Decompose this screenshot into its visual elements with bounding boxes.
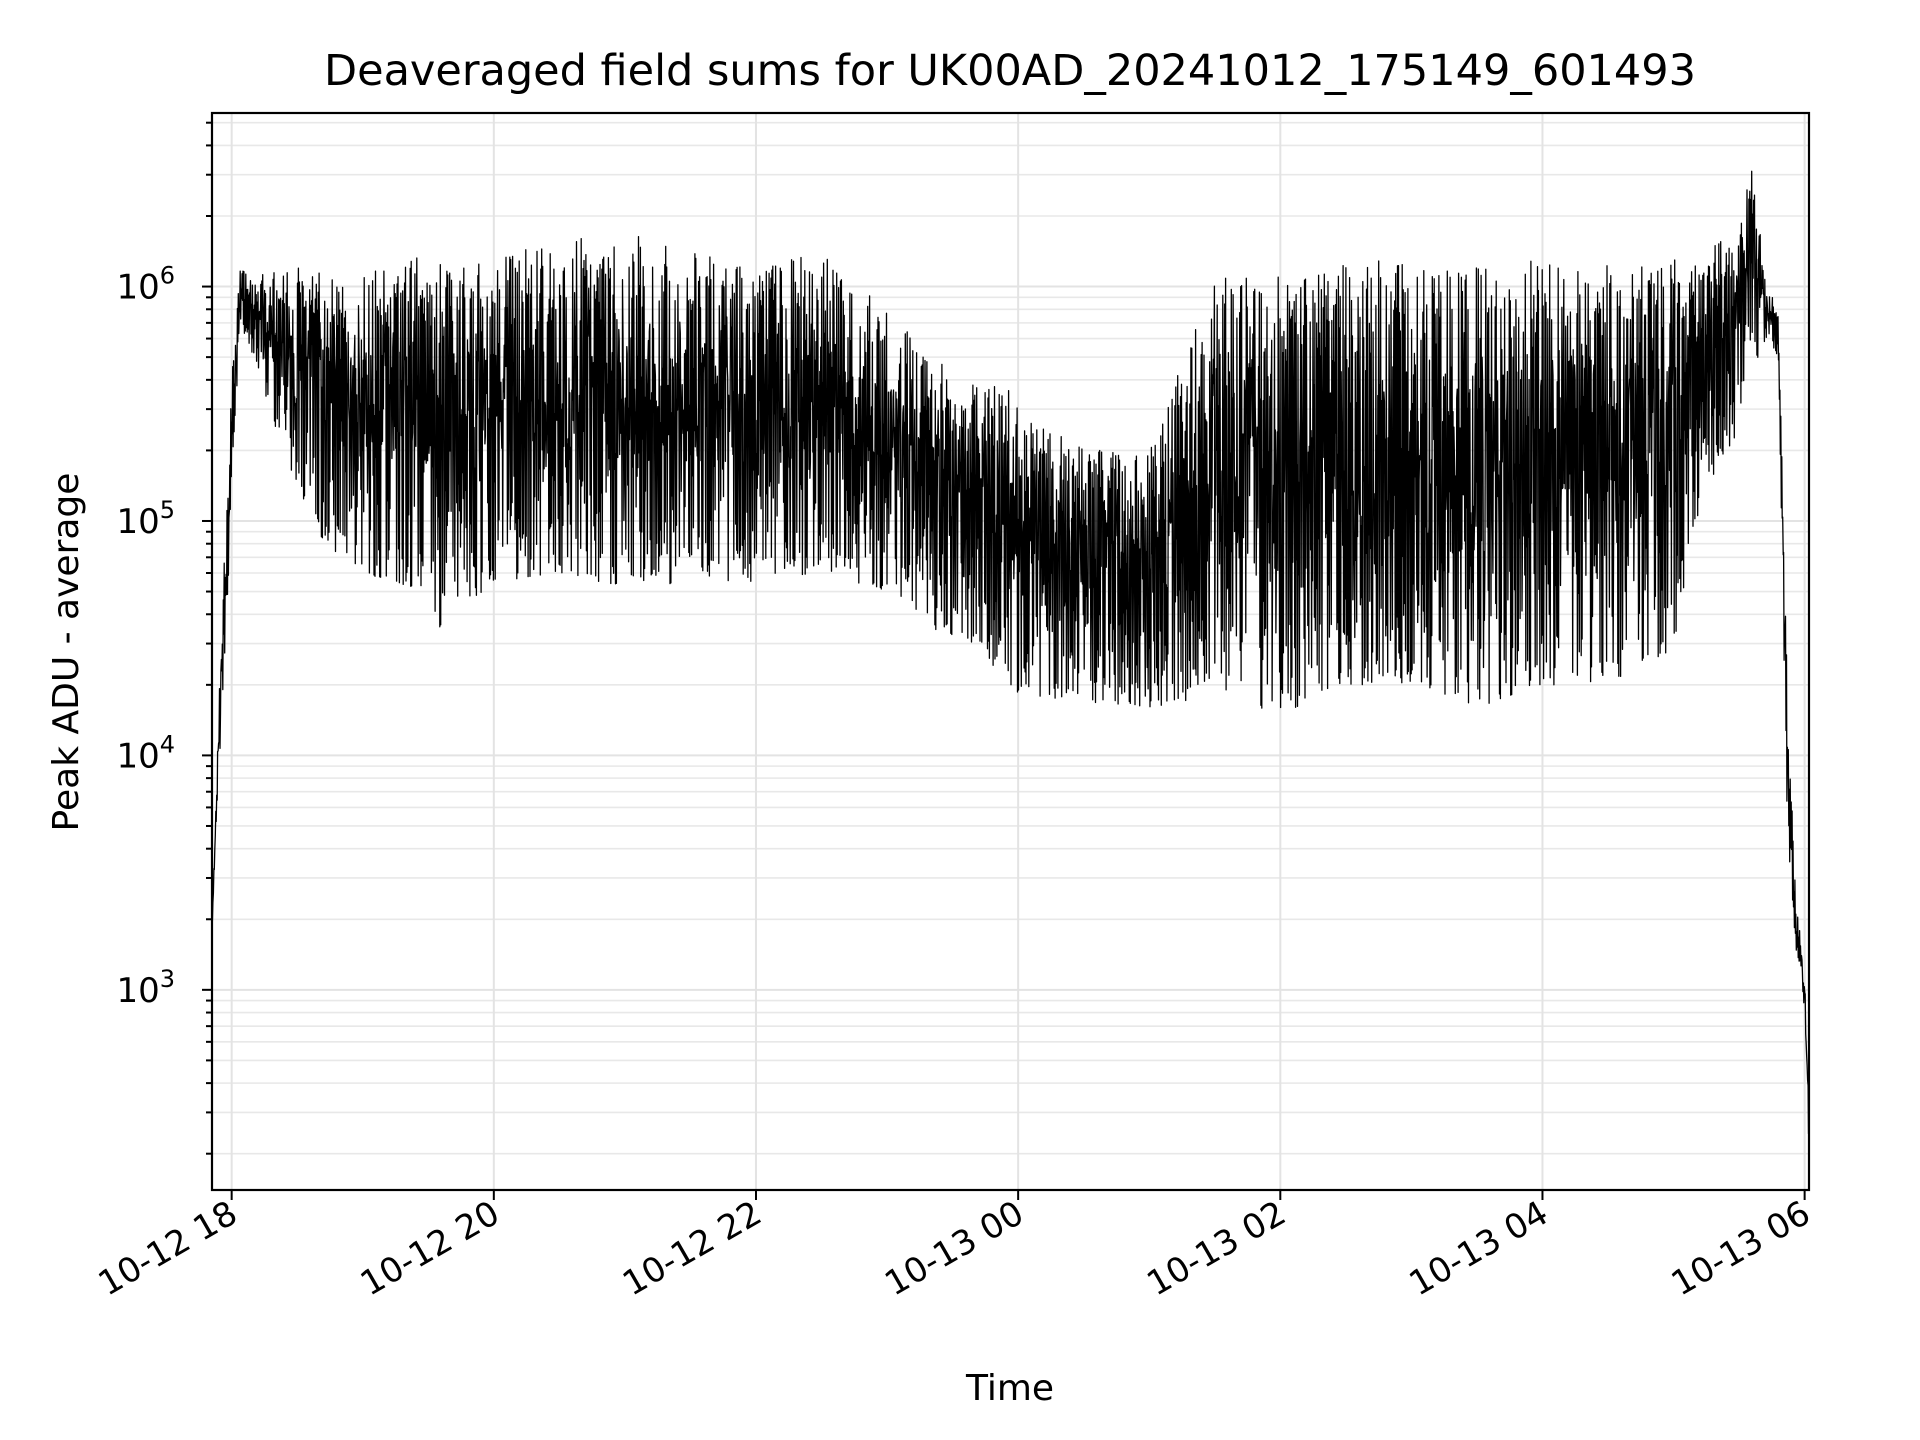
y-axis-label: Peak ADU - average	[46, 473, 87, 832]
y-tick-label: 105	[116, 496, 175, 542]
plot-frame	[210, 111, 1811, 1192]
y-tick-label: 106	[116, 262, 175, 308]
y-axis-ticks: 103 104 105 106	[116, 121, 212, 1155]
x-axis-label: Time	[965, 1368, 1054, 1409]
y-tick-label: 104	[116, 730, 175, 776]
series-line	[211, 170, 1810, 1135]
data-series	[211, 170, 1810, 1135]
y-tick-label: 103	[116, 965, 175, 1011]
chart-title: Deaveraged field sums for UK00AD_2024101…	[324, 46, 1696, 96]
